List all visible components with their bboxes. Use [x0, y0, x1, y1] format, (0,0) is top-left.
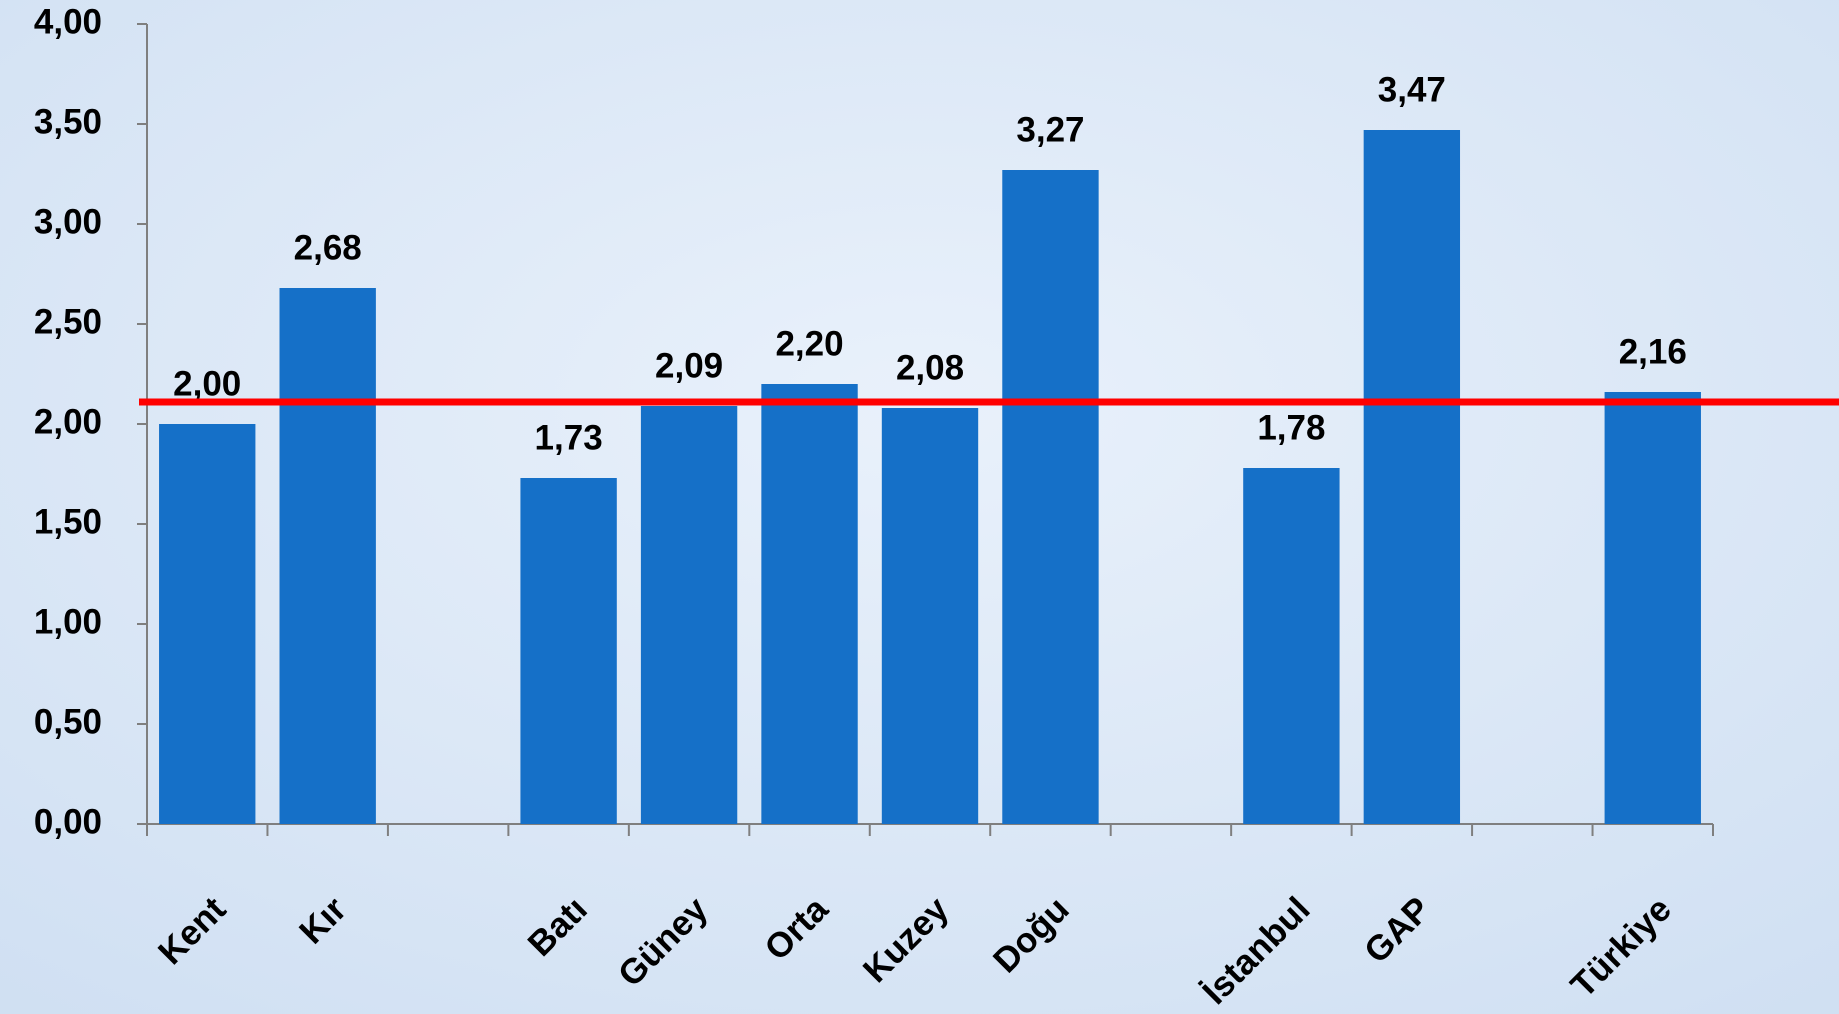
value-label: 2,20 — [775, 324, 843, 363]
bar — [1243, 468, 1340, 824]
y-tick-label: 1,00 — [34, 602, 102, 641]
bar — [279, 288, 376, 824]
bar — [1002, 170, 1099, 824]
y-tick-label: 4,00 — [34, 2, 102, 41]
y-tick-label: 1,50 — [34, 502, 102, 541]
y-tick-label: 0,50 — [34, 702, 102, 741]
bar — [1604, 392, 1701, 824]
value-label: 3,27 — [1016, 110, 1084, 149]
value-label: 2,68 — [294, 228, 362, 267]
y-tick-label: 2,50 — [34, 302, 102, 341]
bar — [761, 384, 858, 824]
bar — [520, 478, 617, 824]
value-label: 3,47 — [1378, 70, 1446, 109]
value-label: 2,00 — [173, 364, 241, 403]
value-label: 1,73 — [535, 418, 603, 457]
value-label: 2,16 — [1619, 332, 1687, 371]
bar — [881, 408, 979, 824]
bar — [1363, 130, 1461, 824]
y-tick-label: 2,00 — [34, 402, 102, 441]
y-tick-label: 0,00 — [34, 802, 102, 841]
bar — [640, 406, 738, 824]
y-tick-label: 3,00 — [34, 202, 102, 241]
value-label: 1,78 — [1257, 408, 1325, 447]
value-label: 2,08 — [896, 348, 964, 387]
y-tick-label: 3,50 — [34, 102, 102, 141]
bar — [159, 424, 256, 824]
value-label: 2,09 — [655, 346, 723, 385]
